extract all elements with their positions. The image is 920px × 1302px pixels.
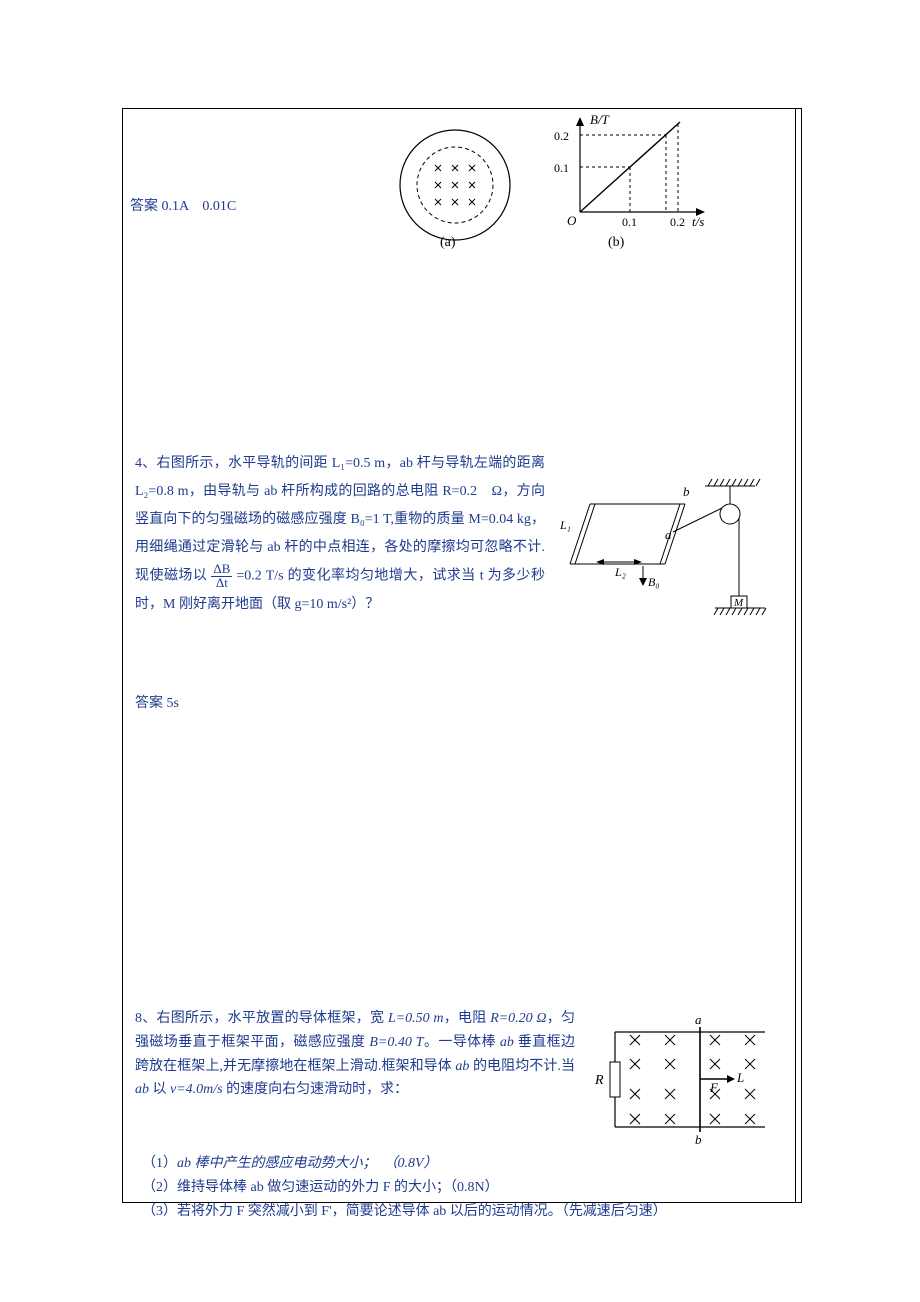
- figb-xtick-02: 0.2: [670, 215, 685, 229]
- q8-t7: 以: [149, 1082, 170, 1097]
- q4-text-before: 4、右图所示，水平导轨的间距 L₁=0.5 m，ab 杆与导轨左端的距离 L₂=…: [135, 456, 545, 584]
- q8-sub1-body: ab 棒中产生的感应电动势大小； （0.8V）: [177, 1156, 438, 1171]
- q8-sub1: （1）ab 棒中产生的感应电动势大小； （0.8V）: [135, 1152, 775, 1176]
- q8-t8: 的速度向右匀速滑动时，求：: [223, 1082, 409, 1097]
- q8-lead: 8、右图所示，水平放置的导体框架，宽: [135, 1011, 388, 1026]
- figure-a: [390, 120, 520, 250]
- answer-3: 答案 0.1A 0.01C: [130, 195, 236, 215]
- q8-a: a: [695, 1012, 702, 1027]
- figure-b: B/T t/s O 0.1 0.2 0.1 0.2: [540, 112, 720, 232]
- q4-B0: B₀: [648, 575, 660, 589]
- q8-sub3: （3）若将外力 F 突然减小到 F'，简要论述导体 ab 以后的运动情况。（先减…: [135, 1200, 775, 1224]
- figb-ytick-01: 0.1: [554, 161, 569, 175]
- q8-v: v=4.0m/s: [170, 1082, 223, 1097]
- q8-B-val: B=0.40 T: [369, 1035, 423, 1050]
- q4-frac-den: Δt: [214, 575, 230, 590]
- q8-ab2: ab: [455, 1059, 469, 1074]
- figb-xtick-01: 0.1: [622, 215, 637, 229]
- q8-R-val: R=0.20 Ω: [490, 1011, 546, 1026]
- q4-L2: L₂: [614, 565, 626, 579]
- figb-xlabel: t/s: [692, 214, 704, 229]
- figure-q4: M L₁ L₂ a b B₀: [560, 474, 775, 624]
- q8-sub3-pre: （3）: [149, 1204, 177, 1219]
- q8-sub2-pre: （2）: [149, 1180, 177, 1195]
- q8-sub2-body: 维持导体棒 ab 做匀速运动的外力 F 的大小；（0.8N）: [177, 1180, 499, 1195]
- q8-b: b: [695, 1132, 702, 1147]
- q8-sub3-body: 若将外力 F 突然减小到 F'，简要论述导体 ab 以后的运动情况。（先减速后匀…: [177, 1204, 667, 1219]
- q8-t4: 。一导体棒: [424, 1035, 500, 1050]
- q8-R: R: [594, 1073, 604, 1088]
- question-4: 4、右图所示，水平导轨的间距 L₁=0.5 m，ab 杆与导轨左端的距离 L₂=…: [135, 450, 545, 619]
- q4-b: b: [683, 484, 690, 499]
- q8-ab1: ab: [500, 1035, 514, 1050]
- q8-sub1-pre: （1）: [149, 1156, 177, 1171]
- figb-origin: O: [567, 213, 577, 228]
- q8-sub2: （2）维持导体棒 ab 做匀速运动的外力 F 的大小；（0.8N）: [135, 1176, 775, 1200]
- q8-L-val: L=0.50 m: [388, 1011, 444, 1026]
- q4-L1: L₁: [560, 518, 571, 532]
- q4-a: a: [665, 527, 672, 542]
- q8-t6: 的电阻均不计.当: [469, 1059, 575, 1074]
- q4-M: M: [733, 597, 744, 609]
- figb-ytick-02: 0.2: [554, 129, 569, 143]
- figure-b-caption: (b): [608, 235, 624, 251]
- q8-t2: ，电阻: [444, 1011, 491, 1026]
- q8-ab3: ab: [135, 1082, 149, 1097]
- q4-fraction: ΔBΔt: [211, 562, 232, 591]
- page-inner-border: [795, 109, 801, 1202]
- figb-ylabel: B/T: [590, 112, 610, 127]
- figure-q8: R a b F L: [585, 1012, 775, 1147]
- figure-a-caption: (a): [440, 235, 456, 251]
- q8-L: L: [736, 1070, 744, 1085]
- question-8: R a b F L 8、右图所示，水平放置的导体框架，宽 L=0.50 m，电阻…: [135, 1007, 775, 1223]
- answer-4: 答案 5s: [135, 692, 179, 712]
